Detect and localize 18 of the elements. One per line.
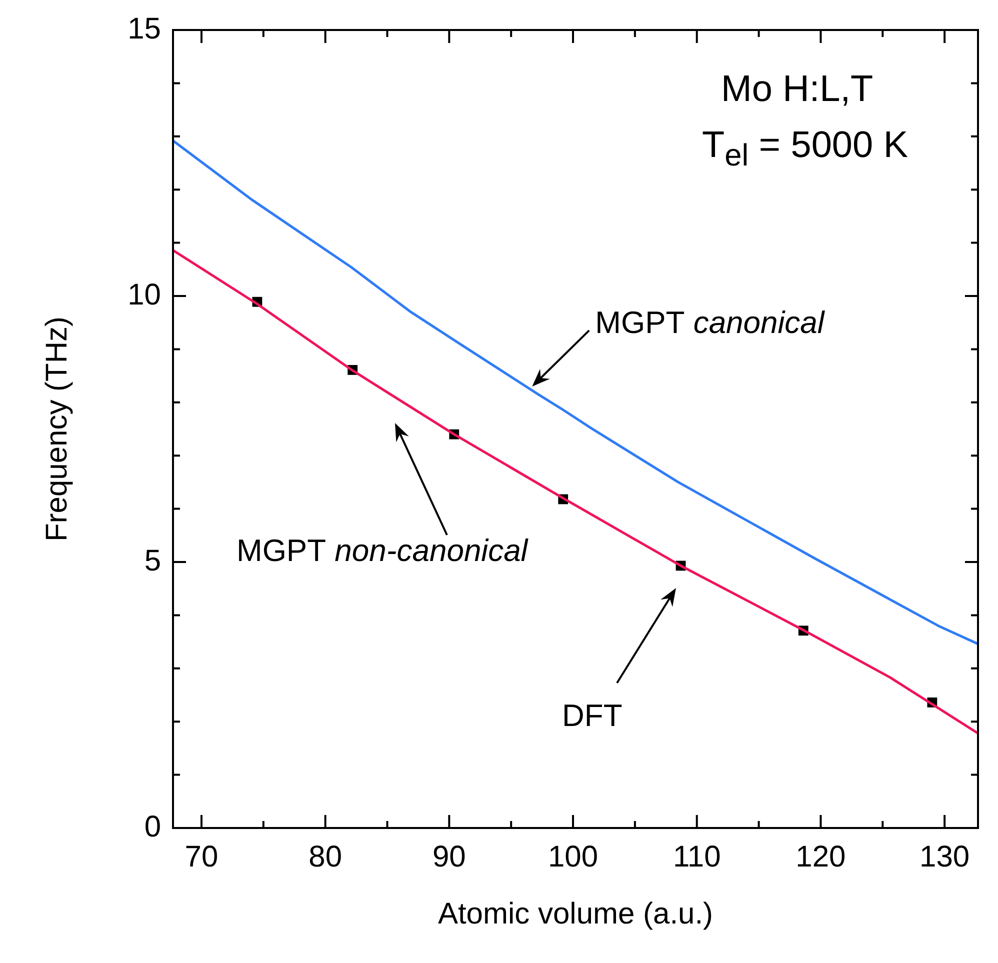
x-tick-label: 120: [796, 840, 846, 874]
annotation: DFT: [562, 698, 622, 732]
x-tick-label: 130: [920, 840, 970, 874]
x-tick-label: 100: [548, 840, 598, 874]
y-tick-label: 0: [144, 810, 161, 844]
x-tick-label: 70: [184, 840, 218, 874]
x-tick-label: 110: [672, 840, 721, 874]
annotation: Mo H:L,T: [721, 68, 874, 108]
x-tick-label: 90: [432, 840, 466, 874]
y-tick-label: 5: [144, 544, 161, 578]
x-tick-label: 80: [308, 840, 342, 874]
annotation: T$_{el}$ = 5000 K: [702, 124, 908, 172]
y-tick-label: 15: [128, 12, 161, 46]
annotation: MGPT canonical: [595, 304, 824, 340]
annotation: MGPT non-canonical: [236, 532, 528, 568]
y-axis-title: Frequency (THz): [40, 316, 74, 542]
y-tick-label: 10: [128, 278, 161, 312]
x-axis-title: Atomic volume (a.u.): [438, 897, 714, 930]
